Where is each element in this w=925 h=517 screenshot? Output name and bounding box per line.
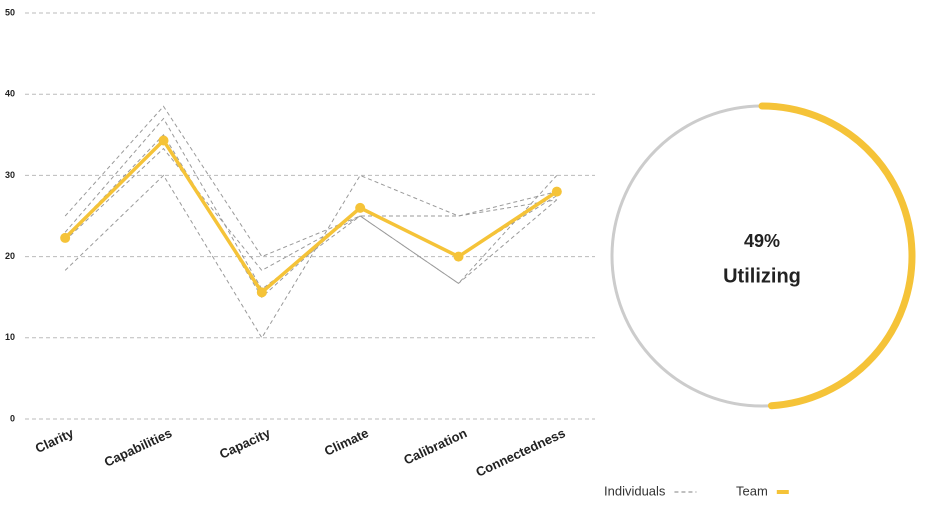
y-tick-label: 40 — [5, 89, 15, 99]
x-tick-label: Calibration — [401, 425, 469, 467]
individual-line — [64, 133, 558, 298]
legend-label: Individuals — [604, 483, 666, 498]
team-point — [355, 202, 366, 213]
x-tick-label: Capabilities — [102, 425, 174, 469]
team-point — [453, 251, 464, 262]
y-tick-label: 20 — [5, 251, 15, 261]
team-point — [551, 186, 562, 197]
x-tick-label: Climate — [322, 425, 371, 458]
y-tick-label: 10 — [5, 332, 15, 342]
team-point — [158, 135, 169, 146]
team-line — [63, 138, 558, 295]
individual-line — [64, 105, 557, 258]
y-tick-label: 30 — [5, 170, 15, 180]
x-tick-label: Clarity — [33, 425, 77, 456]
individual-line — [64, 117, 558, 290]
y-tick-label: 50 — [5, 7, 15, 17]
donut-label: Utilizing — [723, 265, 801, 287]
x-tick-label: Capacity — [217, 425, 273, 462]
individual-line — [64, 174, 557, 339]
legend-label: Team — [736, 483, 768, 498]
team-point — [60, 232, 71, 243]
donut-value: 49% — [744, 231, 780, 251]
individual-line — [64, 147, 558, 285]
x-tick-label: Connectedness — [473, 425, 567, 480]
y-tick-label: 0 — [10, 413, 15, 423]
donut-arc — [758, 102, 916, 410]
team-point — [256, 287, 267, 298]
